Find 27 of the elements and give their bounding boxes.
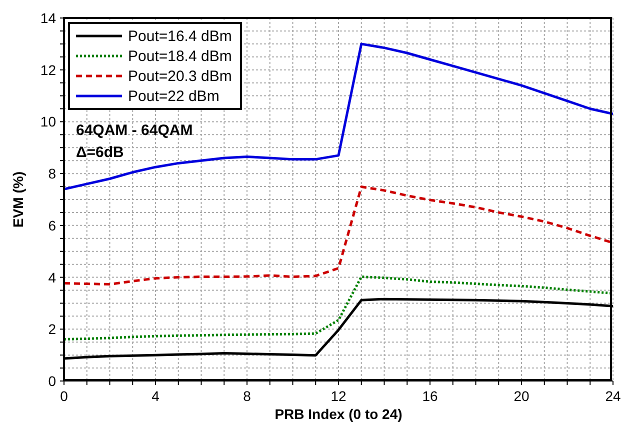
x-tick-label: 20 <box>514 388 530 404</box>
annotation: Δ=6dB <box>76 143 125 163</box>
x-tick-label: 16 <box>422 388 438 404</box>
line-series <box>64 42 613 190</box>
annotation: 64QAM - 64QAM <box>76 121 193 141</box>
x-tick-label: 0 <box>60 388 68 404</box>
legend-label: Pout=20.3 dBm <box>128 68 232 84</box>
y-tick-label: 10 <box>40 114 56 130</box>
y-tick-label: 2 <box>48 321 56 338</box>
x-tick-label: 4 <box>152 388 160 404</box>
x-tick-label: 8 <box>243 388 252 404</box>
x-axis-title: PRB Index (0 to 24) <box>274 406 402 422</box>
legend-label: Pout=22 dBm <box>128 88 220 104</box>
legend-label: Pout=18.4 dBm <box>128 48 232 64</box>
y-tick-label: 14 <box>40 10 56 26</box>
y-axis-title: EVM (%) <box>10 172 26 228</box>
x-tick-label: 12 <box>330 388 346 404</box>
y-tick-label: 6 <box>48 217 56 234</box>
line-series <box>64 186 613 286</box>
line-series <box>64 298 613 360</box>
y-tick-label: 0 <box>48 373 56 389</box>
legend-label: Pout=16.4 dBm <box>128 28 232 44</box>
y-tick-label: 12 <box>40 62 56 78</box>
y-tick-label: 4 <box>48 269 56 286</box>
line-series <box>64 276 613 341</box>
y-tick-label: 8 <box>48 166 56 182</box>
x-tick-label: 24 <box>605 388 621 404</box>
